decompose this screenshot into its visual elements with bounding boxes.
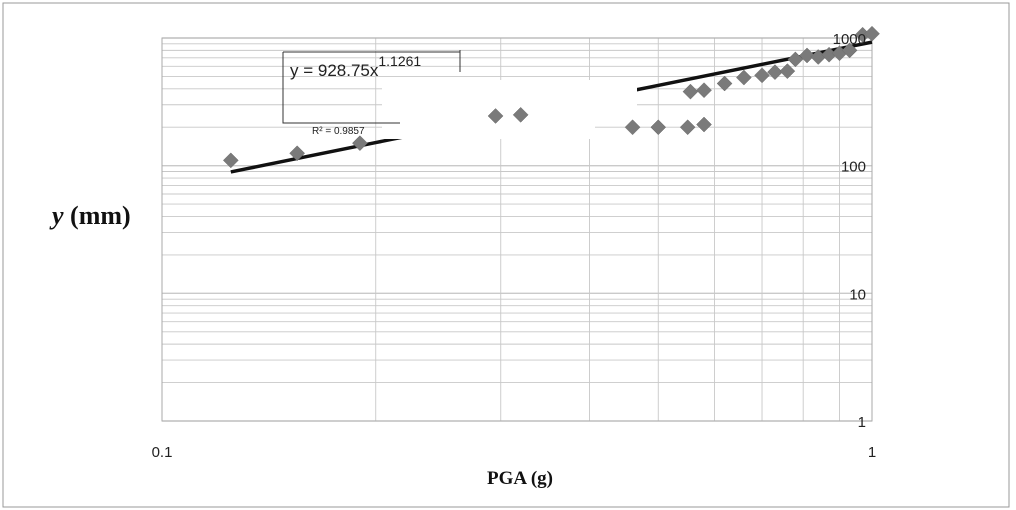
data-points bbox=[222, 25, 880, 169]
label-occluders bbox=[382, 80, 637, 139]
data-point bbox=[512, 107, 529, 123]
y-axis-unit: (mm) bbox=[64, 201, 131, 230]
data-point bbox=[736, 69, 752, 86]
data-point bbox=[650, 119, 667, 136]
plot-area-frame bbox=[161, 37, 873, 422]
data-point bbox=[682, 83, 699, 100]
x-axis-title: PGA (g) bbox=[487, 468, 553, 489]
data-point bbox=[779, 63, 796, 80]
y-tick-label: 1000 bbox=[833, 31, 866, 48]
equation-box bbox=[282, 50, 461, 124]
y-tick-label: 1 bbox=[858, 414, 866, 431]
x-tick-label: 0.1 bbox=[152, 444, 173, 461]
data-point bbox=[352, 135, 368, 152]
r-squared-label: R² = 0.9857 bbox=[312, 126, 365, 137]
y-tick-labels: 1 10 100 1000 bbox=[833, 31, 866, 431]
x-tick-labels: 0.1 1 bbox=[152, 444, 877, 461]
data-point bbox=[222, 152, 239, 169]
data-point bbox=[679, 119, 696, 136]
y-axis-title: y (mm) bbox=[49, 201, 131, 230]
data-point bbox=[787, 51, 804, 68]
occluder-gap bbox=[595, 80, 637, 114]
data-point bbox=[767, 64, 783, 81]
y-tick-label: 100 bbox=[841, 159, 866, 176]
data-point bbox=[754, 67, 770, 84]
occluder-label-region bbox=[382, 80, 595, 139]
trendline-label: y = 928.75x1.1261 R² = 0.9857 bbox=[282, 50, 461, 137]
x-tick-label: 1 bbox=[868, 444, 876, 461]
data-point bbox=[696, 82, 712, 99]
equation-base: y = 928.75x bbox=[290, 61, 379, 80]
equation-exponent: 1.1261 bbox=[378, 53, 421, 69]
data-point bbox=[487, 108, 504, 124]
data-point bbox=[289, 145, 305, 162]
data-point bbox=[841, 42, 858, 59]
data-point bbox=[864, 25, 880, 42]
y-axis-variable: y bbox=[49, 201, 64, 230]
data-point bbox=[696, 116, 712, 133]
data-point bbox=[799, 47, 815, 64]
data-point bbox=[624, 119, 641, 136]
data-point bbox=[716, 75, 733, 92]
trendline-equation: y = 928.75x1.1261 bbox=[290, 53, 421, 80]
y-tick-label: 10 bbox=[849, 286, 866, 303]
